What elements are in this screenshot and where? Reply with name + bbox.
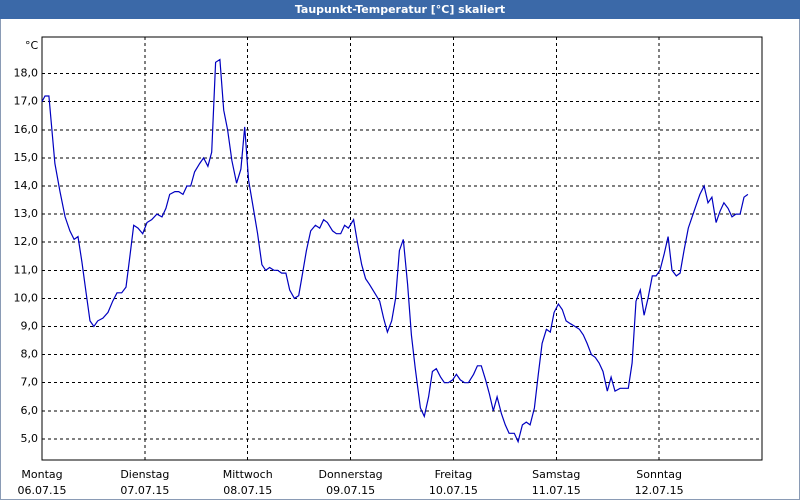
x-tick-label: 06.07.15 xyxy=(18,484,67,497)
x-tick-label: Sonntag xyxy=(636,468,682,481)
y-tick-label: 11,0 xyxy=(14,263,39,276)
x-tick-label: 09.07.15 xyxy=(326,484,375,497)
title-bar xyxy=(0,0,800,19)
x-tick-label: Dienstag xyxy=(120,468,169,481)
y-tick-label: 15,0 xyxy=(14,151,39,164)
x-tick-label: Mittwoch xyxy=(223,468,273,481)
y-tick-label: 10,0 xyxy=(14,291,39,304)
x-tick-label: 11.07.15 xyxy=(532,484,581,497)
y-tick-label: 12,0 xyxy=(14,235,39,248)
y-tick-label: 9,0 xyxy=(21,319,39,332)
y-tick-label: 7,0 xyxy=(21,376,39,389)
x-tick-label: 10.07.15 xyxy=(429,484,478,497)
x-tick-label: Montag xyxy=(21,468,62,481)
x-tick-label: Samstag xyxy=(532,468,580,481)
y-tick-label: 16,0 xyxy=(14,123,39,136)
x-tick-label: Freitag xyxy=(435,468,473,481)
y-tick-label: 8,0 xyxy=(21,348,39,361)
x-tick-label: 08.07.15 xyxy=(223,484,272,497)
x-tick-label: Donnerstag xyxy=(318,468,382,481)
y-tick-label: 13,0 xyxy=(14,207,39,220)
y-tick-label: 5,0 xyxy=(21,432,39,445)
y-tick-label: 14,0 xyxy=(14,179,39,192)
chart-title: Taupunkt-Temperatur [°C] skaliert xyxy=(295,3,505,16)
data-line xyxy=(41,58,749,444)
plot-border xyxy=(41,36,763,461)
y-tick-label: 6,0 xyxy=(21,404,39,417)
y-tick-label: 18,0 xyxy=(14,67,39,80)
x-tick-label: 07.07.15 xyxy=(120,484,169,497)
y-unit: °C xyxy=(25,39,39,52)
y-tick-label: 17,0 xyxy=(14,95,39,108)
x-tick-label: 12.07.15 xyxy=(635,484,684,497)
